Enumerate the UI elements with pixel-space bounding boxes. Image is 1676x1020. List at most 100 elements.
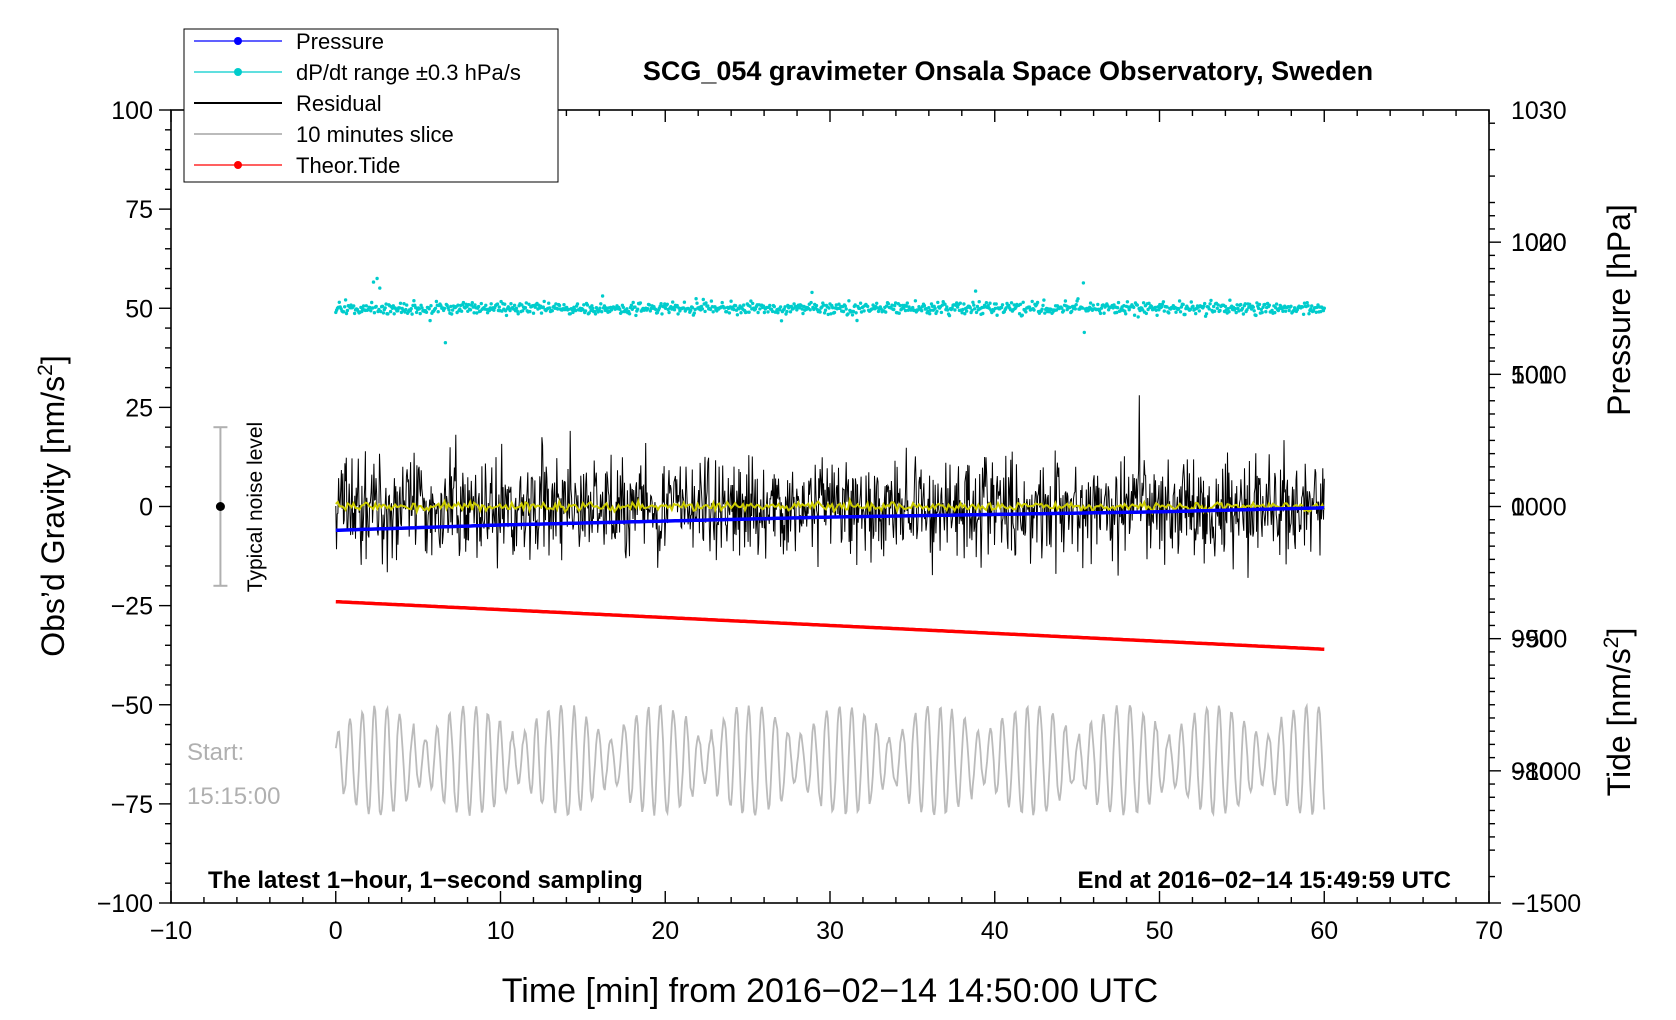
dpdt-point <box>853 303 857 307</box>
dpdt-point <box>737 307 741 311</box>
dpdt-point <box>436 310 440 314</box>
x-tick-label: 30 <box>816 917 844 945</box>
dpdt-point <box>479 301 483 306</box>
dpdt-point <box>489 302 493 306</box>
dpdt-point <box>1049 307 1053 312</box>
dpdt-point <box>1212 309 1217 313</box>
dpdt-point <box>1000 303 1005 307</box>
tide-tick-label: −500 <box>1511 626 1567 654</box>
dpdt-point <box>892 307 896 312</box>
dpdt-point <box>504 313 509 318</box>
dpdt-point <box>582 303 586 307</box>
dpdt-point <box>575 302 580 306</box>
dpdt-point <box>988 301 992 305</box>
noise-bar-center <box>215 502 225 511</box>
dpdt-point <box>343 298 348 302</box>
dpdt-point <box>539 311 544 315</box>
dpdt-point <box>904 304 909 308</box>
dpdt-point <box>1274 302 1279 306</box>
dpdt-point <box>928 312 932 316</box>
dpdt-point <box>542 299 546 304</box>
dpdt-point <box>1179 305 1184 309</box>
dpdt-point <box>902 306 906 310</box>
dpdt-point <box>1098 311 1103 316</box>
dpdt-point <box>953 308 957 312</box>
dpdt-point <box>352 311 357 316</box>
dpdt-point <box>832 310 837 315</box>
dpdt-point <box>947 313 952 318</box>
dpdt-point <box>554 302 558 306</box>
dpdt-point <box>574 308 578 313</box>
dpdt-point <box>995 313 999 317</box>
dpdt-point <box>424 310 429 314</box>
dpdt-point <box>1167 311 1171 315</box>
x-tick-label: 50 <box>1146 917 1174 945</box>
dpdt-point <box>1116 300 1121 305</box>
dpdt-point <box>484 303 488 307</box>
dpdt-point <box>770 309 775 314</box>
dpdt-point <box>523 306 528 310</box>
dpdt-point <box>1203 301 1207 306</box>
dpdt-point <box>1132 305 1136 310</box>
dpdt-point <box>1054 308 1059 312</box>
dpdt-point <box>1088 301 1093 305</box>
dpdt-point <box>744 310 749 314</box>
dpdt-point <box>667 310 671 315</box>
dpdt-point <box>788 310 793 314</box>
dpdt-point <box>831 306 835 310</box>
dpdt-point <box>725 310 729 314</box>
dpdt-point <box>706 304 710 308</box>
dpdt-point <box>801 311 805 316</box>
dpdt-point <box>1237 309 1241 313</box>
dpdt-point <box>800 307 804 311</box>
dpdt-point <box>897 311 901 315</box>
dpdt-point <box>1257 302 1262 307</box>
dpdt-point <box>890 303 894 307</box>
dpdt-point <box>866 304 870 309</box>
dpdt-point <box>1314 310 1318 314</box>
dpdt-point <box>810 290 814 295</box>
dpdt-point <box>374 304 378 309</box>
legend-dot <box>234 161 242 169</box>
dpdt-point <box>822 303 826 307</box>
dpdt-point <box>1218 308 1222 313</box>
dpdt-point <box>1020 313 1024 317</box>
y-axis-label-tide: Tide [nm/s2] <box>1600 628 1637 797</box>
dpdt-point <box>459 309 464 313</box>
dpdt-point <box>1162 309 1167 313</box>
pressure-line <box>335 506 1325 533</box>
dpdt-point <box>704 301 708 305</box>
dpdt-point <box>809 300 813 305</box>
start-time: 15:15:00 <box>187 783 280 810</box>
dpdt-point <box>1074 303 1078 307</box>
dpdt-point <box>843 304 847 308</box>
dpdt-point <box>1070 309 1074 314</box>
dpdt-point <box>1021 300 1025 304</box>
dpdt-point <box>1115 306 1120 310</box>
dpdt-point <box>723 306 727 310</box>
dpdt-point <box>449 304 453 309</box>
dpdt-point <box>876 309 881 314</box>
dpdt-point <box>1178 310 1183 314</box>
dpdt-point <box>397 306 402 310</box>
dpdt-point <box>756 310 760 315</box>
dpdt-point <box>681 306 686 310</box>
theor-tide-series <box>335 599 1325 651</box>
pressure-tick-label: 1020 <box>1511 229 1567 257</box>
dpdt-point <box>1063 299 1068 303</box>
dpdt-point <box>531 311 536 315</box>
dpdt-point <box>409 307 413 311</box>
dpdt-point <box>1322 306 1327 310</box>
dpdt-point <box>663 306 668 310</box>
dpdt-point <box>1273 310 1277 315</box>
dpdt-point <box>1047 310 1052 314</box>
dpdt-point <box>433 306 438 310</box>
dpdt-point <box>1183 312 1187 317</box>
dpdt-point <box>654 307 658 312</box>
pressure-tick-label: 1000 <box>1511 494 1567 522</box>
dpdt-point <box>467 303 471 307</box>
y-tick-label: −50 <box>111 692 153 720</box>
dpdt-point <box>689 308 693 313</box>
dpdt-point <box>597 309 601 313</box>
dpdt-point <box>1165 305 1169 309</box>
